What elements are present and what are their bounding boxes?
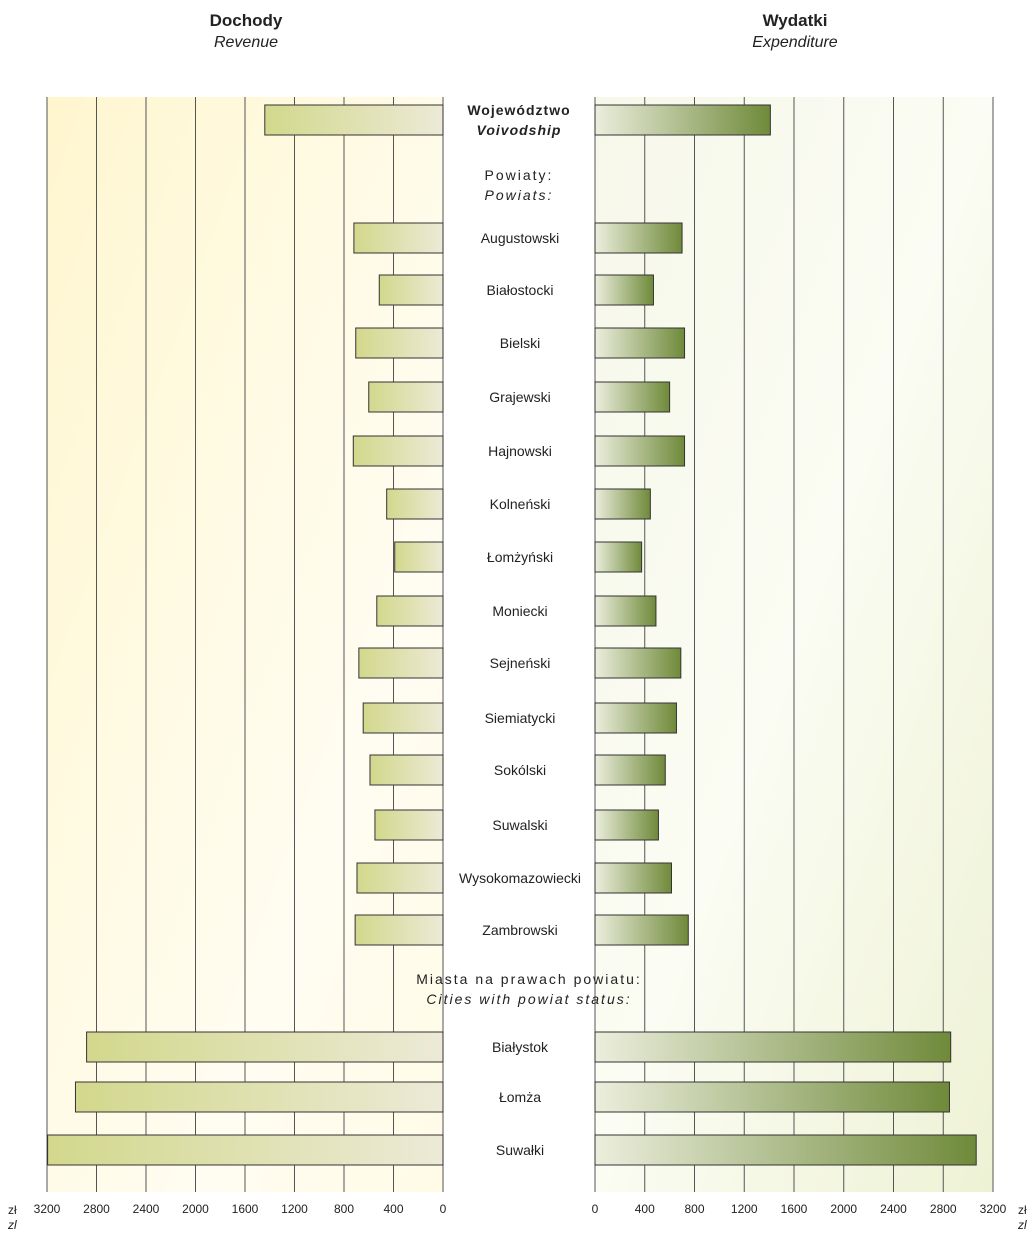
left-tick-label: 1200 <box>281 1202 308 1216</box>
left-tick-label: 2400 <box>133 1202 160 1216</box>
right-tick-label: 3200 <box>980 1202 1007 1216</box>
powiaty-label-en: Powiats: <box>485 187 554 203</box>
row-label: Suwałki <box>496 1142 544 1158</box>
expenditure-bar <box>594 488 651 520</box>
right-tick-label: 2800 <box>930 1202 957 1216</box>
expenditure-bar <box>594 595 657 627</box>
right-tick-labels: 0 400 800 1200 1600 2000 2400 2800 3200 <box>592 1202 1007 1216</box>
right-axis-unit: zł zl <box>1018 1203 1027 1233</box>
left-tick-label: 3200 <box>34 1202 61 1216</box>
row-label: Sejneński <box>490 655 551 671</box>
right-tick-label: 2000 <box>830 1202 857 1216</box>
right-tick-label: 1600 <box>781 1202 808 1216</box>
right-tick-label: 800 <box>684 1202 704 1216</box>
left-header: Dochody Revenue <box>96 10 396 54</box>
right-subtitle: Expenditure <box>752 34 838 51</box>
expenditure-bar <box>594 222 683 254</box>
expenditure-bar <box>594 862 672 894</box>
row-label: Łomża <box>499 1089 541 1105</box>
right-header: Wydatki Expenditure <box>645 10 945 54</box>
revenue-bar <box>374 809 444 841</box>
revenue-bar <box>86 1031 444 1063</box>
left-title: Dochody <box>209 11 283 30</box>
revenue-bar <box>47 1134 444 1166</box>
left-unit-pl: zł <box>8 1203 17 1217</box>
revenue-bar <box>353 222 444 254</box>
expenditure-bar <box>594 435 686 467</box>
row-label: Hajnowski <box>488 443 552 459</box>
right-tick-label: 400 <box>635 1202 655 1216</box>
left-tick-label: 2800 <box>83 1202 110 1216</box>
expenditure-bar <box>594 1031 952 1063</box>
row-label: Siemiatycki <box>485 710 556 726</box>
expenditure-bar <box>594 702 677 734</box>
expenditure-bar <box>594 754 666 786</box>
miasta-label: Miasta na prawach powiatu: <box>416 971 642 987</box>
revenue-bar <box>369 754 444 786</box>
row-label: Wysokomazowiecki <box>459 870 581 886</box>
row-label: Kolneński <box>490 496 551 512</box>
revenue-bar <box>394 541 444 573</box>
expenditure-bar <box>594 1134 977 1166</box>
right-title: Wydatki <box>762 11 828 30</box>
left-tick-label: 400 <box>383 1202 403 1216</box>
left-unit-en: zl <box>8 1218 17 1232</box>
left-tick-label: 1600 <box>232 1202 259 1216</box>
expenditure-bar <box>594 327 686 359</box>
revenue-bar <box>362 702 444 734</box>
revenue-bar <box>355 327 444 359</box>
left-tick-label: 800 <box>334 1202 354 1216</box>
row-label: Bielski <box>500 335 540 351</box>
miasta-label-en: Cities with powiat status: <box>426 991 631 1007</box>
expenditure-bar <box>594 274 654 306</box>
expenditure-bar <box>594 381 671 413</box>
expenditure-bar <box>594 647 682 679</box>
powiaty-label: Powiaty: <box>485 167 554 183</box>
row-label: Sokólski <box>494 762 546 778</box>
right-unit-en: zl <box>1018 1218 1027 1232</box>
row-label: Suwalski <box>492 817 547 833</box>
revenue-bar <box>354 914 444 946</box>
expenditure-bar <box>594 1081 950 1113</box>
expenditure-bar <box>594 541 643 573</box>
expenditure-bar <box>594 104 771 136</box>
revenue-bars <box>47 104 444 1166</box>
right-tick-label: 1200 <box>731 1202 758 1216</box>
left-tick-labels: 0 400 800 1200 1600 2000 2400 2800 3200 <box>34 1202 447 1216</box>
revenue-bar <box>74 1081 444 1113</box>
expenditure-bar <box>594 914 689 946</box>
revenue-bar <box>358 647 444 679</box>
row-label: Augustowski <box>481 230 560 246</box>
revenue-bar <box>368 381 444 413</box>
expenditure-bar <box>594 809 659 841</box>
row-label: Łomżyński <box>487 549 553 565</box>
left-tick-label: 0 <box>440 1202 447 1216</box>
left-tick-label: 2000 <box>182 1202 209 1216</box>
row-labels: Augustowski Białostocki Bielski Grajewski Ha… <box>459 230 581 1158</box>
left-axis-unit: zł zl <box>8 1203 17 1233</box>
right-tick-label: 0 <box>592 1202 599 1216</box>
row-label: Białystok <box>492 1039 549 1055</box>
revenue-bar <box>386 488 444 520</box>
left-subtitle: Revenue <box>213 34 279 51</box>
revenue-bar <box>376 595 444 627</box>
right-unit-pl: zł <box>1018 1203 1027 1217</box>
row-label: Białostocki <box>487 282 554 298</box>
row-label: Moniecki <box>492 603 547 619</box>
row-label: Zambrowski <box>482 922 557 938</box>
voivodship-label: Województwo <box>467 102 570 118</box>
voivodship-label-en: Voivodship <box>477 122 562 138</box>
revenue-bar <box>356 862 444 894</box>
right-tick-label: 2400 <box>880 1202 907 1216</box>
row-label: Grajewski <box>489 389 550 405</box>
revenue-bar <box>378 274 444 306</box>
expenditure-bars <box>594 104 977 1166</box>
revenue-bar <box>264 104 444 136</box>
revenue-bar <box>352 435 444 467</box>
